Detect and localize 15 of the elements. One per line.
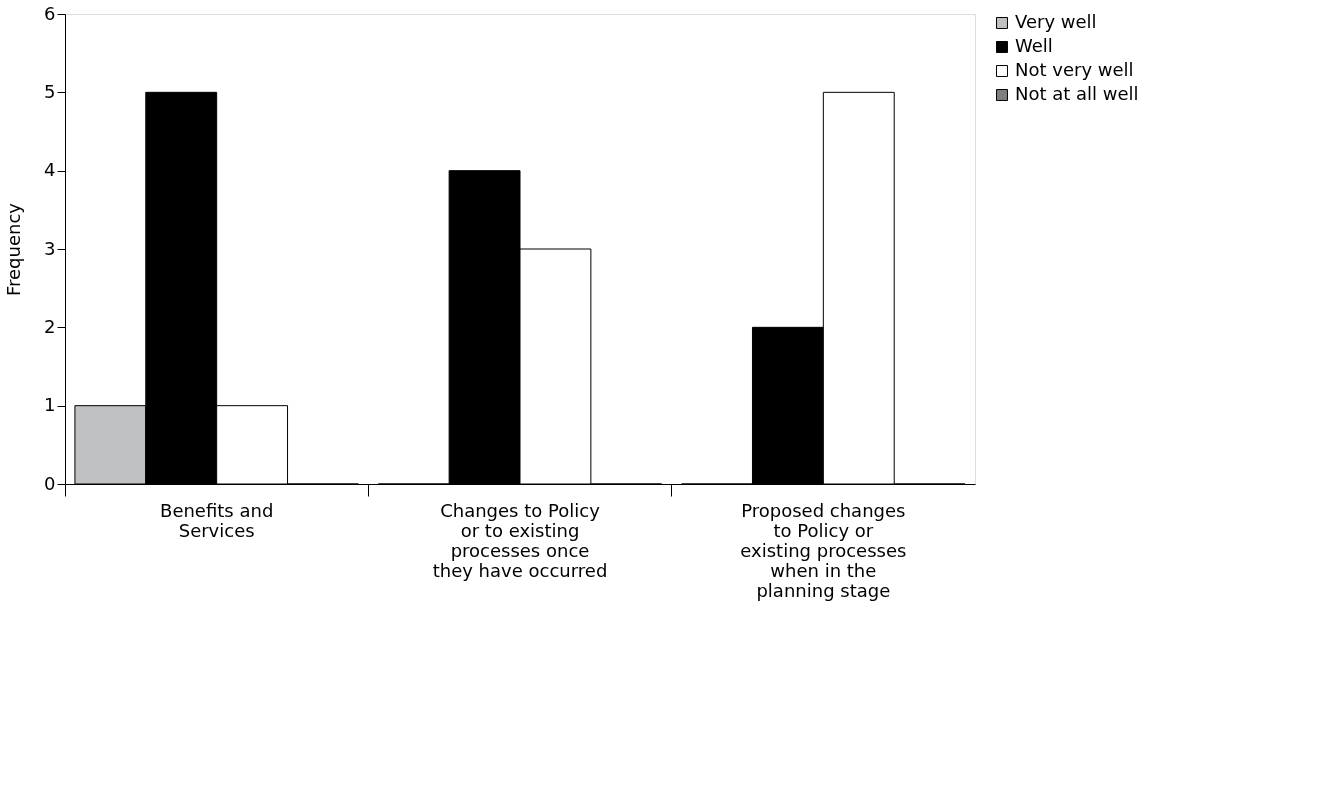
y-tick-label: 5	[44, 80, 56, 102]
y-axis-title: Frequency	[3, 202, 25, 296]
y-tick-label: 0	[44, 472, 56, 494]
y-tick-label: 3	[44, 237, 56, 259]
y-tick-label: 2	[44, 315, 56, 337]
legend-label: Very well	[1015, 11, 1097, 32]
legend-label: Well	[1015, 35, 1053, 56]
legend-label: Not at all well	[1015, 83, 1139, 104]
y-tick-label: 6	[44, 2, 56, 24]
y-tick-label: 1	[44, 394, 56, 416]
legend-label: Not very well	[1015, 59, 1134, 80]
x-tick-label: Proposed changes to Policy or existing processes when in the planning stage	[740, 499, 907, 601]
y-tick-label: 4	[44, 159, 56, 181]
x-tick-label: Benefits and Services	[160, 499, 274, 541]
x-tick-label: Changes to Policy or to existing processes once they have occurred	[432, 499, 608, 581]
